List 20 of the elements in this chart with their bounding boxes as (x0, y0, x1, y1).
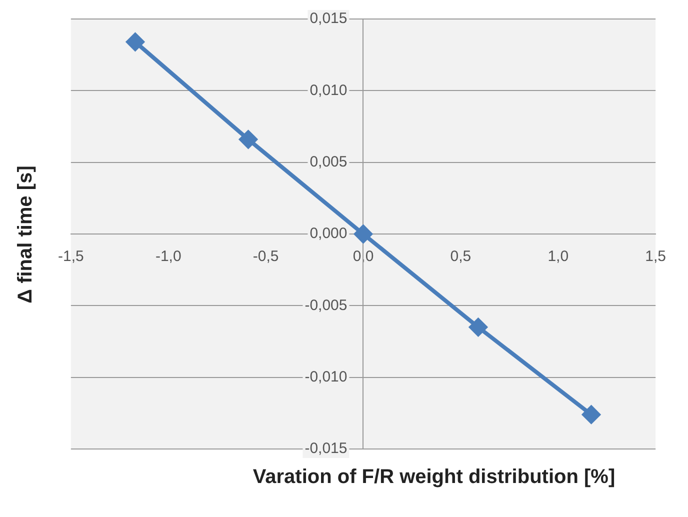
y-tick-label: -0,005 (304, 296, 348, 314)
point (469, 318, 488, 336)
x-tick-label: 0,5 (450, 248, 472, 266)
x-tick-label: -1,5 (58, 248, 84, 266)
y-tick-label: 0,010 (310, 82, 348, 99)
x-tick-label: -0,5 (252, 248, 279, 266)
point (582, 406, 600, 424)
point (239, 130, 258, 148)
x-tick-label: 1,0 (548, 248, 569, 266)
y-tick-label: 0,005 (310, 153, 348, 170)
y-tick-label: -0,010 (304, 368, 348, 386)
y-tick-label: -0,015 (304, 440, 348, 458)
x-tick-label: -1,0 (155, 248, 182, 266)
y-axis-title: Δ final time [s] (14, 165, 38, 303)
point (354, 225, 372, 243)
y-tick-label: 0,015 (310, 10, 348, 28)
x-axis-title: Varation of F/R weight distribution [%] (252, 466, 616, 489)
point (126, 32, 144, 51)
y-tick-label: 0,000 (310, 225, 348, 242)
x-tick-label: 1,5 (645, 248, 666, 266)
